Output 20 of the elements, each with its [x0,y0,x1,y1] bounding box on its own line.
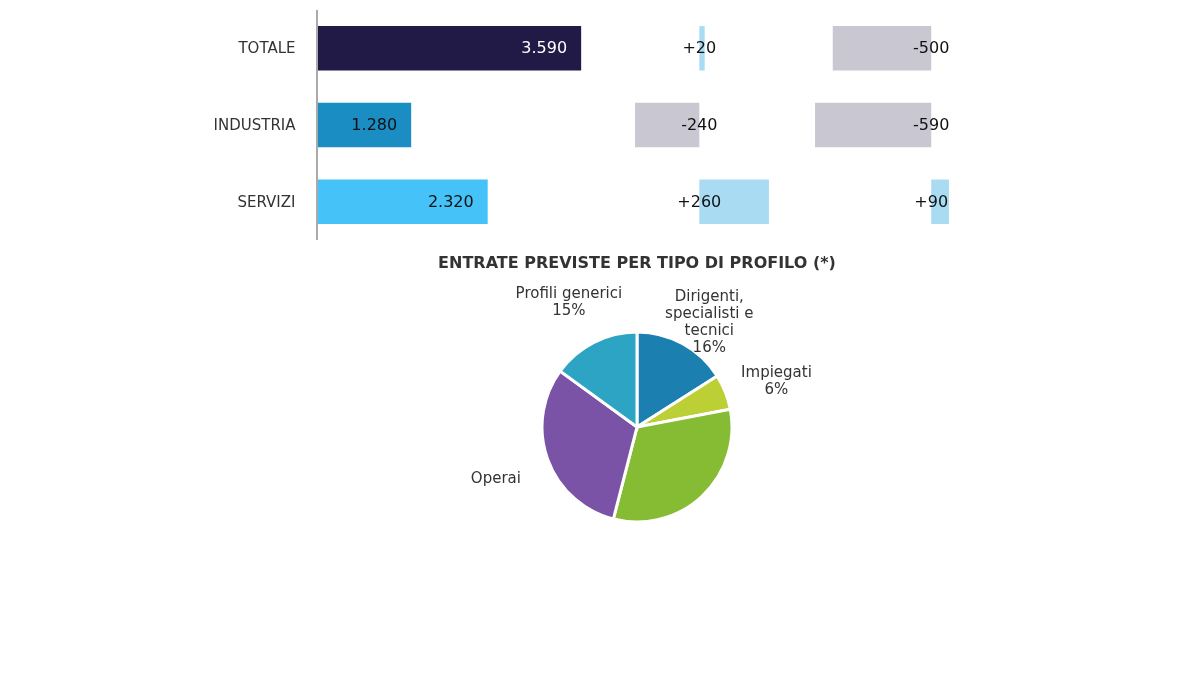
slice-label: Operai [470,468,521,487]
data-label: -500 [913,38,950,58]
data-label: +20 [682,38,717,58]
data-label: -590 [913,115,950,134]
data-label: 16% [692,337,726,356]
slice-label: Profili generici [515,284,623,303]
data-label: 6% [764,379,789,398]
y-tick-label: TOTALE [237,39,296,58]
data-label: 15% [552,301,586,320]
y-tick-label: SERVIZI [237,192,296,211]
data-label: 2.320 [427,191,474,211]
chart-title: ENTRATE PREVISTE PER TIPO DI PROFILO (*) [438,253,836,272]
data-label: -240 [681,115,718,134]
slice-label: Dirigenti, specialisti e tecnici [665,286,754,339]
slice-label: Impiegati [741,362,812,381]
y-tick-label: INDUSTRIA [213,116,297,134]
data-label: 1.280 [351,115,398,134]
data-label: +260 [677,191,722,211]
data-label: +90 [914,191,949,211]
data-label: 3.590 [521,38,568,58]
